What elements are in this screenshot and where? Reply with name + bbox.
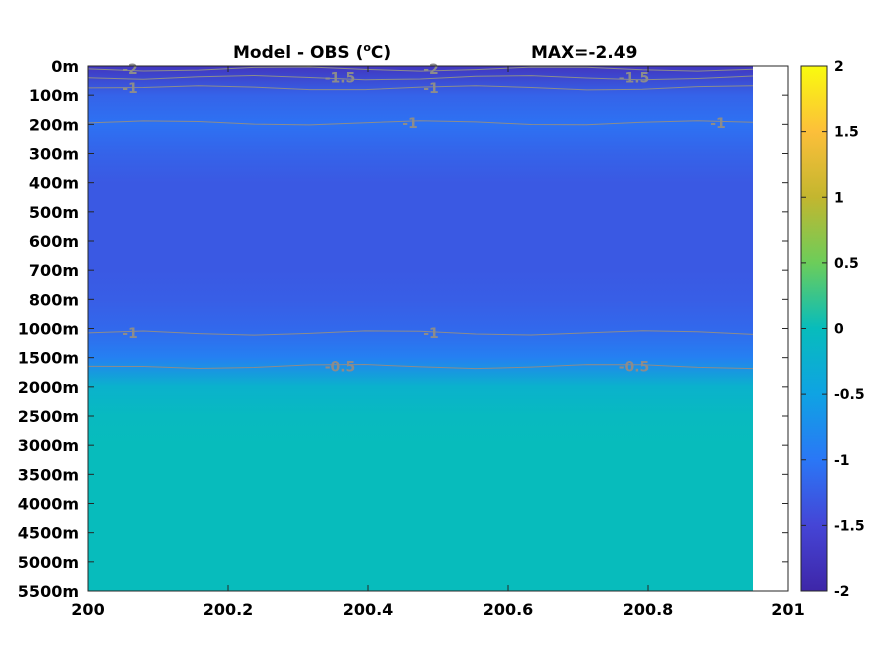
y-tick-label: 600m: [29, 232, 79, 251]
heatmap-field: [88, 66, 753, 591]
contour-label: -2: [122, 62, 138, 78]
y-tick-label: 100m: [29, 86, 79, 105]
colorbar-tick-label: -1: [834, 453, 850, 469]
y-tick-label: 5000m: [18, 553, 79, 572]
contour-label: -1: [402, 116, 418, 132]
colorbar-tick-label: -2: [834, 584, 850, 600]
y-tick-label: 1500m: [18, 349, 79, 368]
x-axis: 200 200.2 200.4 200.6 200.8 201: [71, 66, 805, 619]
colorbar-tick-label: 1: [834, 190, 844, 206]
y-tick-label: 400m: [29, 174, 79, 193]
y-tick-label: 300m: [29, 145, 79, 164]
y-tick-label: 700m: [29, 261, 79, 280]
contour-lines: [87, 66, 754, 370]
x-tick-label: 200.4: [343, 600, 394, 619]
contour-line: [87, 120, 754, 126]
contour-label: -1: [122, 326, 138, 342]
chart-title: Model - OBS (oC): [233, 41, 391, 63]
x-tick-label: 200.8: [623, 600, 674, 619]
contour-line: [87, 330, 754, 336]
y-tick-label: 2000m: [18, 378, 79, 397]
y-tick-label: 4500m: [18, 524, 79, 543]
contour-label: -1: [122, 81, 138, 97]
contour-line: [87, 66, 754, 72]
colorbar-tick-label: -1.5: [834, 518, 865, 534]
x-tick-label: 200.2: [203, 600, 254, 619]
y-axis: 0m 100m 200m 300m 400m 500m 600m 700m 800m 1000m 1…: [18, 57, 788, 601]
max-value-label: MAX=-2.49: [531, 43, 637, 63]
contour-label: -0.5: [619, 359, 650, 375]
x-tick-label: 200.6: [483, 600, 534, 619]
colorbar: 2 1.5 1 0.5 0 -0.5 -1 -1.5 -2: [800, 59, 865, 600]
contour-label: -0.5: [325, 359, 356, 375]
y-tick-label: 3500m: [18, 465, 79, 484]
contour-line: [87, 85, 754, 91]
colorbar-tick-label: 2: [834, 59, 844, 75]
y-tick-label: 2500m: [18, 407, 79, 426]
contour-line: [87, 74, 754, 81]
contour-label: -1.5: [619, 71, 650, 87]
y-tick-label: 1000m: [18, 320, 79, 339]
contour-label: -1: [423, 81, 439, 97]
y-tick-label: 3000m: [18, 436, 79, 455]
contour-label: -1: [423, 326, 439, 342]
contour-label: -1: [710, 116, 726, 132]
x-tick-label: 201: [771, 600, 804, 619]
y-tick-label: 4000m: [18, 495, 79, 514]
plot-area: -2 -2-1.5 -1.5-1 -1-1 -1-1 -1-0.5 -0.5 0m100m2…: [18, 57, 805, 619]
colorbar-tick-label: 0: [834, 322, 844, 338]
y-tick-label: 200m: [29, 115, 79, 134]
contour-label: -1.5: [325, 71, 356, 87]
y-tick-label: 0m: [51, 57, 79, 76]
y-tick-label: 500m: [29, 203, 79, 222]
colorbar-ticks: 2 1.5 1 0.5 0 -0.5 -1 -1.5 -2: [801, 59, 865, 600]
contour-label: -2: [423, 62, 439, 78]
y-tick-label: 5500m: [18, 582, 79, 601]
y-tick-label: 800m: [29, 290, 79, 309]
contour-line: [87, 363, 754, 370]
colorbar-tick-label: -0.5: [834, 387, 865, 403]
colorbar-tick-label: 0.5: [834, 256, 859, 272]
x-tick-label: 200: [71, 600, 104, 619]
colorbar-tick-label: 1.5: [834, 125, 859, 141]
